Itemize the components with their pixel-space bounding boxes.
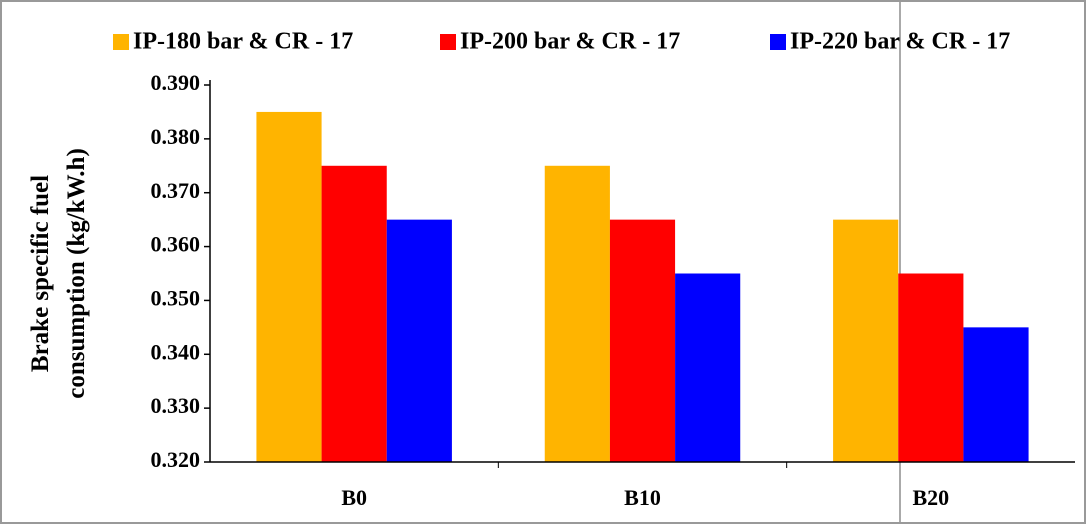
- legend-label: IP-180 bar & CR - 17: [133, 29, 353, 55]
- x-tick-label: B0: [341, 485, 367, 510]
- x-tick-label: B10: [624, 485, 661, 510]
- bar: [544, 165, 610, 463]
- y-axis-label-line: Brake specific fuel: [27, 175, 54, 372]
- legend-label: IP-220 bar & CR - 17: [790, 29, 1010, 55]
- y-tick-label: 0.350: [151, 285, 201, 310]
- y-tick-label: 0.360: [151, 232, 201, 257]
- x-tick-label: B20: [912, 485, 949, 510]
- y-tick-label: 0.390: [151, 70, 201, 95]
- y-tick-label: 0.380: [151, 124, 201, 149]
- bar: [609, 219, 676, 462]
- y-tick-label: 0.370: [151, 178, 201, 203]
- y-tick-label: 0.330: [151, 393, 201, 418]
- y-tick-label: 0.340: [151, 339, 201, 364]
- bar: [256, 111, 322, 462]
- legend-swatch: [770, 34, 786, 50]
- bar: [963, 327, 1029, 462]
- bar: [675, 273, 741, 462]
- bar: [898, 273, 964, 462]
- y-axis-label-line: consumption (kg/kW.h): [63, 148, 90, 399]
- bar: [833, 219, 899, 462]
- legend-swatch: [113, 34, 129, 50]
- legend-swatch: [440, 34, 456, 50]
- y-axis-label: Brake specific fuel consumption (kg/kW.h): [27, 148, 90, 399]
- bar: [321, 165, 387, 463]
- bar: [386, 219, 452, 462]
- y-tick-label: 0.320: [151, 447, 201, 472]
- legend-label: IP-200 bar & CR - 17: [460, 29, 680, 55]
